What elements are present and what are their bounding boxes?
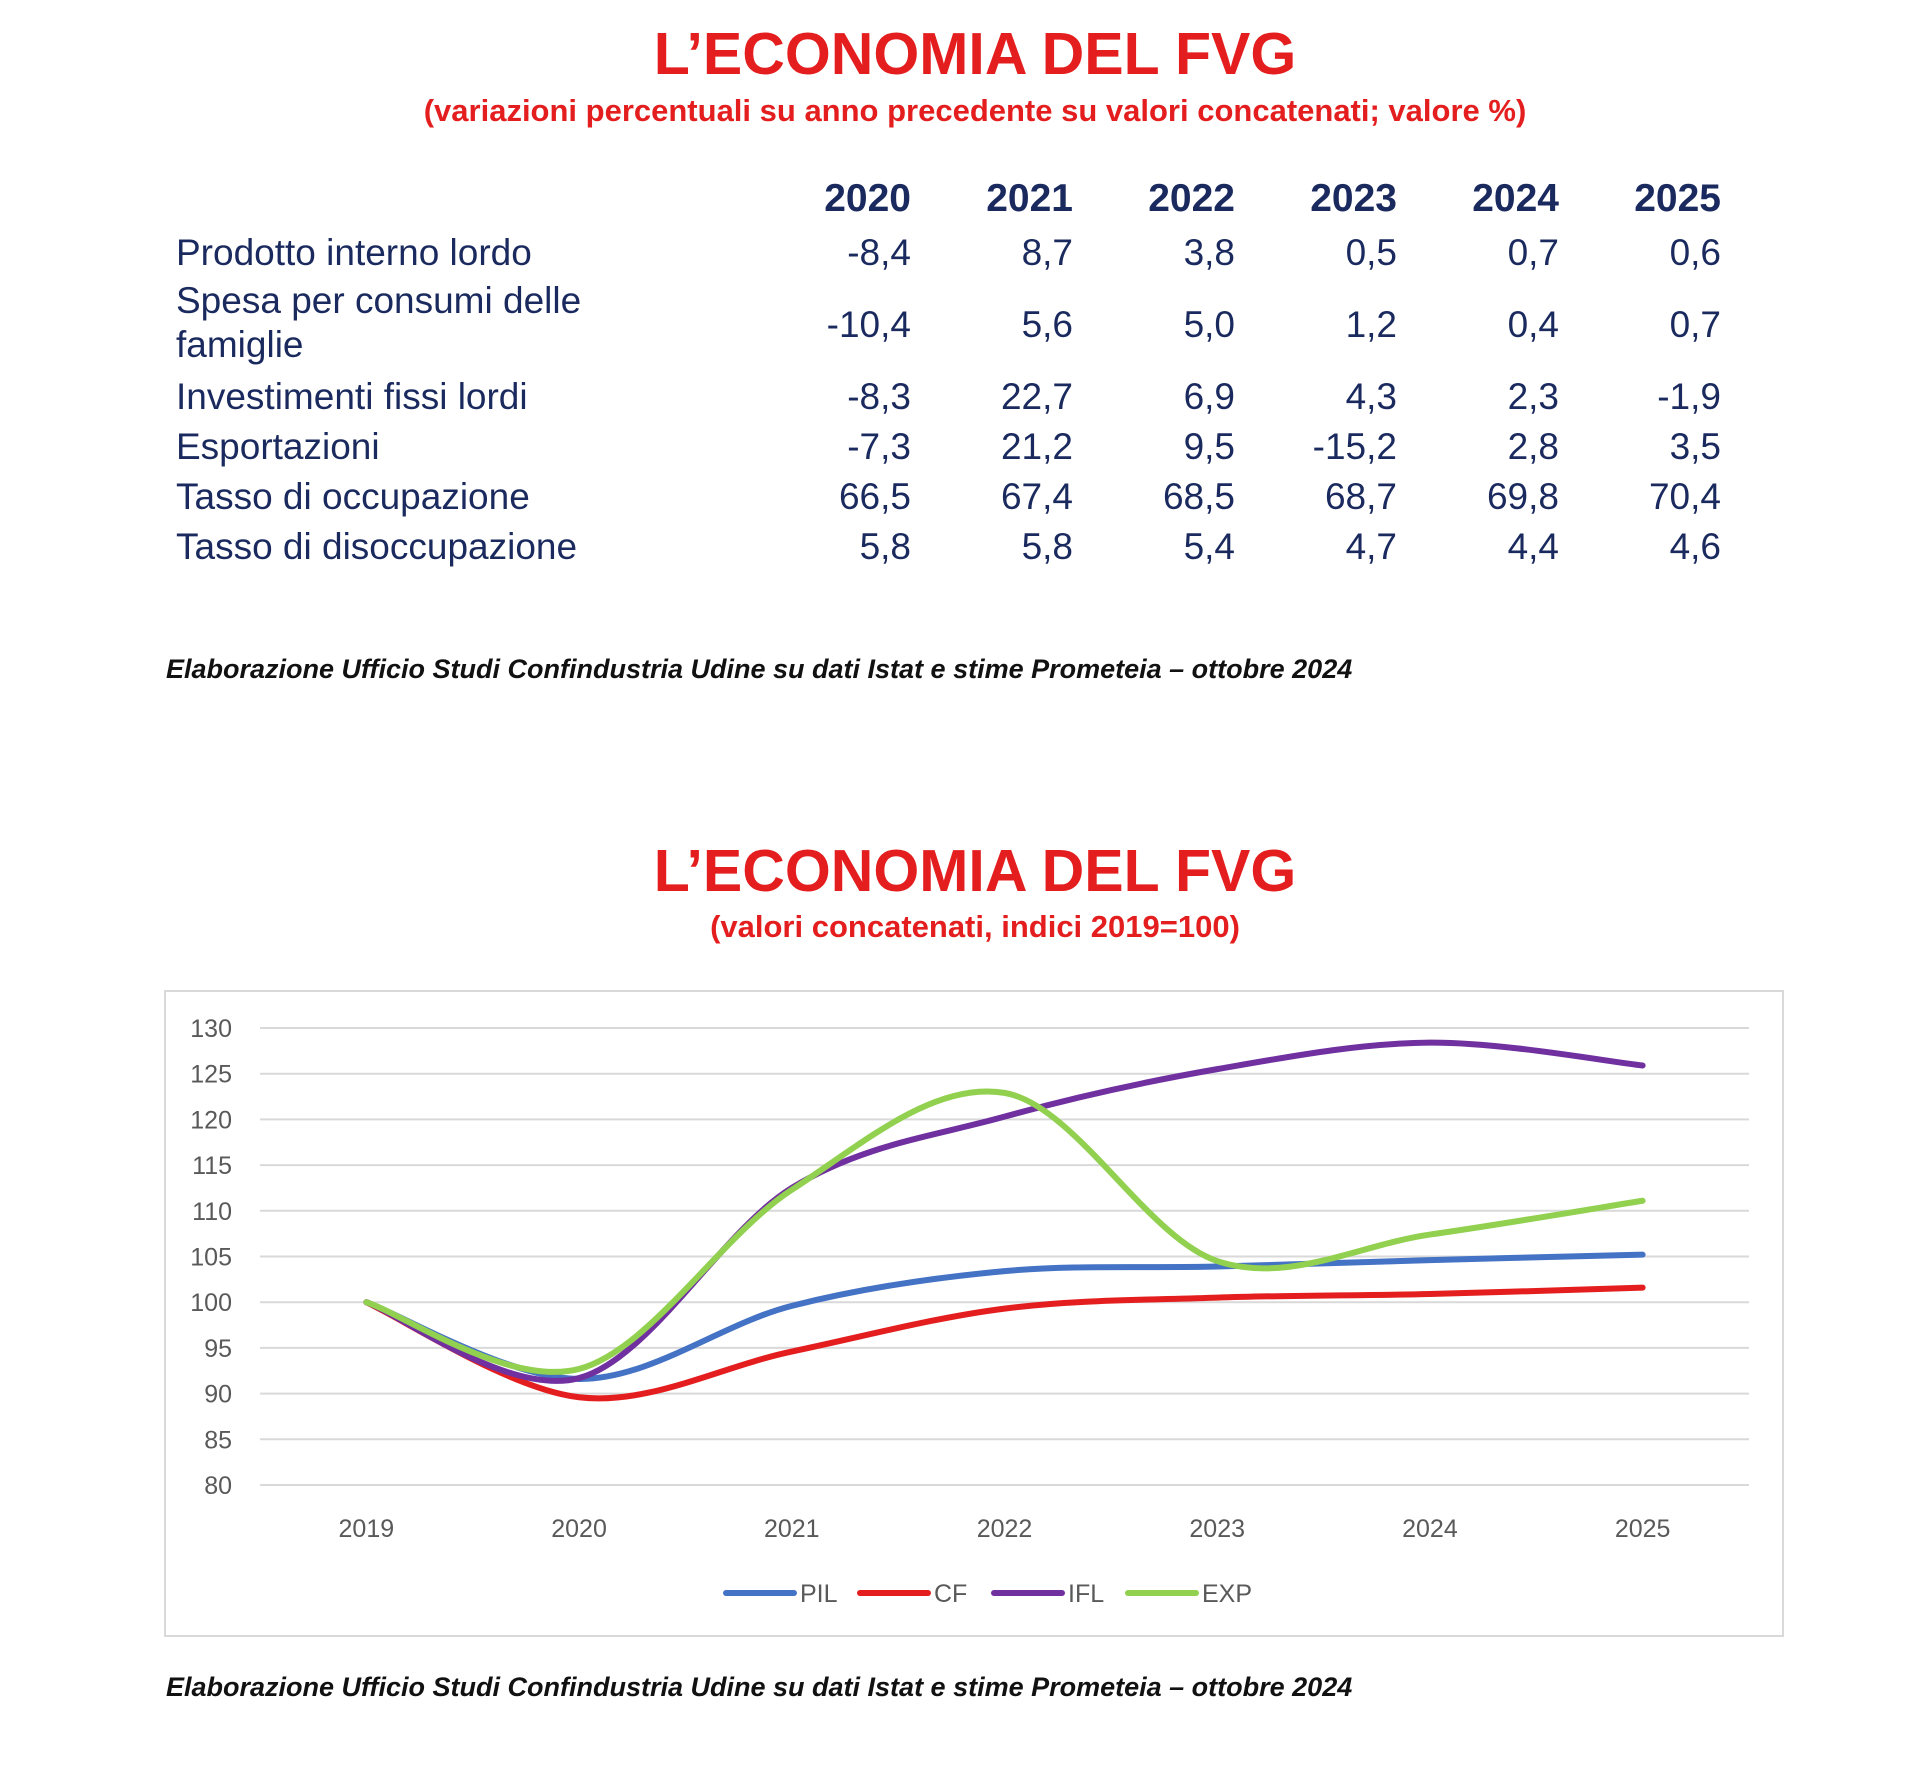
y-axis: 80 85 90 95 100 105 110 115 120 125 130 — [190, 1015, 232, 1500]
legend-label: PIL — [800, 1580, 838, 1608]
chart-subtitle: (valori concatenati, indici 2019=100) — [710, 909, 1240, 944]
y-tick-label: 130 — [190, 1015, 232, 1043]
legend-item-pil: PIL — [723, 1580, 838, 1608]
year-header: 2023 — [1310, 177, 1397, 220]
table-cell: 4,4 — [1507, 526, 1559, 567]
table-cell: 68,7 — [1324, 476, 1397, 517]
table-cell: 68,5 — [1162, 476, 1235, 517]
legend-item-cf: CF — [857, 1580, 967, 1608]
table-cell: 0,4 — [1507, 304, 1559, 345]
row-label: Tasso di occupazione — [176, 476, 530, 517]
y-tick-label: 110 — [192, 1198, 232, 1226]
y-tick-label: 90 — [204, 1381, 232, 1409]
x-tick-label: 2021 — [764, 1515, 820, 1543]
year-header: 2020 — [824, 177, 911, 220]
table-cell: 0,7 — [1669, 304, 1721, 345]
y-tick-label: 105 — [190, 1244, 232, 1272]
table-cell: 5,4 — [1183, 526, 1235, 567]
table-cell: -1,9 — [1657, 376, 1721, 417]
row-label: Tasso di disoccupazione — [176, 526, 578, 567]
series-line-cf — [363, 1284, 1646, 1402]
x-tick-label: 2024 — [1402, 1515, 1458, 1543]
table-cell: 0,5 — [1345, 232, 1397, 273]
year-header: 2024 — [1472, 177, 1559, 220]
table-cell: 1,2 — [1345, 304, 1397, 345]
table-cell: -15,2 — [1312, 426, 1397, 467]
chart-frame: 80 85 90 95 100 105 110 115 120 125 130 2019 2020 20… — [164, 990, 1784, 1637]
table-cell: 66,5 — [838, 476, 911, 517]
year-header: 2025 — [1634, 177, 1721, 220]
table-cell: 6,9 — [1183, 376, 1235, 417]
source-note: Elaborazione Ufficio Studi Confindustria… — [166, 654, 1353, 684]
legend-label: CF — [934, 1580, 967, 1608]
table-cell: 67,4 — [1000, 476, 1073, 517]
table-cell: 3,5 — [1669, 426, 1721, 467]
legend-label: EXP — [1202, 1580, 1252, 1608]
table-cell: 69,8 — [1486, 476, 1559, 517]
series-line-ifl — [363, 1039, 1646, 1384]
legend-item-ifl: IFL — [991, 1580, 1104, 1608]
table-cell: 21,2 — [1000, 426, 1073, 467]
table-cell: 2,3 — [1507, 376, 1559, 417]
chart-title: L’ECONOMIA DEL FVG — [653, 838, 1297, 904]
table-cell: -8,4 — [847, 232, 911, 273]
x-axis: 2019 2020 2021 2022 2023 2024 2025 — [339, 1515, 1671, 1543]
y-tick-label: 95 — [204, 1335, 232, 1363]
row-label-continued: famiglie — [176, 324, 304, 365]
table-cell: 5,0 — [1183, 304, 1235, 345]
series-lines — [363, 1039, 1646, 1402]
series-line-exp — [363, 1088, 1646, 1375]
y-tick-label: 85 — [204, 1426, 232, 1454]
y-tick-label: 80 — [204, 1472, 232, 1500]
y-tick-label: 115 — [192, 1152, 232, 1180]
y-tick-label: 100 — [190, 1289, 232, 1317]
table-cell: 4,3 — [1345, 376, 1397, 417]
table-cell: 5,6 — [1021, 304, 1073, 345]
series-line-pil — [363, 1251, 1646, 1382]
legend-item-exp: EXP — [1125, 1580, 1252, 1608]
year-header: 2021 — [986, 177, 1073, 220]
x-tick-label: 2020 — [551, 1515, 607, 1543]
table-cell: 0,6 — [1669, 232, 1721, 273]
table-cell: 3,8 — [1183, 232, 1235, 273]
table-cell: 5,8 — [1021, 526, 1073, 567]
table-cell: 4,6 — [1669, 526, 1721, 567]
row-label: Esportazioni — [176, 426, 380, 467]
y-tick-label: 125 — [190, 1061, 232, 1089]
y-tick-label: 120 — [190, 1106, 232, 1134]
table-subtitle: (variazioni percentuali su anno preceden… — [423, 93, 1527, 128]
table-cell: 9,5 — [1183, 426, 1235, 467]
table-cell: 22,7 — [1000, 376, 1073, 417]
row-label: Investimenti fissi lordi — [176, 376, 528, 417]
table-cell: -7,3 — [847, 426, 911, 467]
source-note: Elaborazione Ufficio Studi Confindustria… — [166, 1672, 1353, 1702]
x-tick-label: 2023 — [1189, 1515, 1245, 1543]
table-cell: 8,7 — [1021, 232, 1073, 273]
x-tick-label: 2022 — [977, 1515, 1033, 1543]
year-header: 2022 — [1148, 177, 1235, 220]
table-cell: 2,8 — [1507, 426, 1559, 467]
table-cell: 0,7 — [1507, 232, 1559, 273]
table-cell: 4,7 — [1345, 526, 1397, 567]
table-cell: -10,4 — [826, 304, 911, 345]
legend: PIL CF IFL EXP — [723, 1580, 1252, 1608]
table-title: L’ECONOMIA DEL FVG — [653, 21, 1297, 87]
table-cell: 70,4 — [1648, 476, 1721, 517]
table-cell: -8,3 — [847, 376, 911, 417]
x-tick-label: 2019 — [339, 1515, 395, 1543]
table-cell: 5,8 — [859, 526, 911, 567]
legend-label: IFL — [1068, 1580, 1104, 1608]
x-tick-label: 2025 — [1615, 1515, 1671, 1543]
row-label: Prodotto interno lordo — [176, 232, 532, 273]
row-label: Spesa per consumi delle — [176, 280, 582, 321]
